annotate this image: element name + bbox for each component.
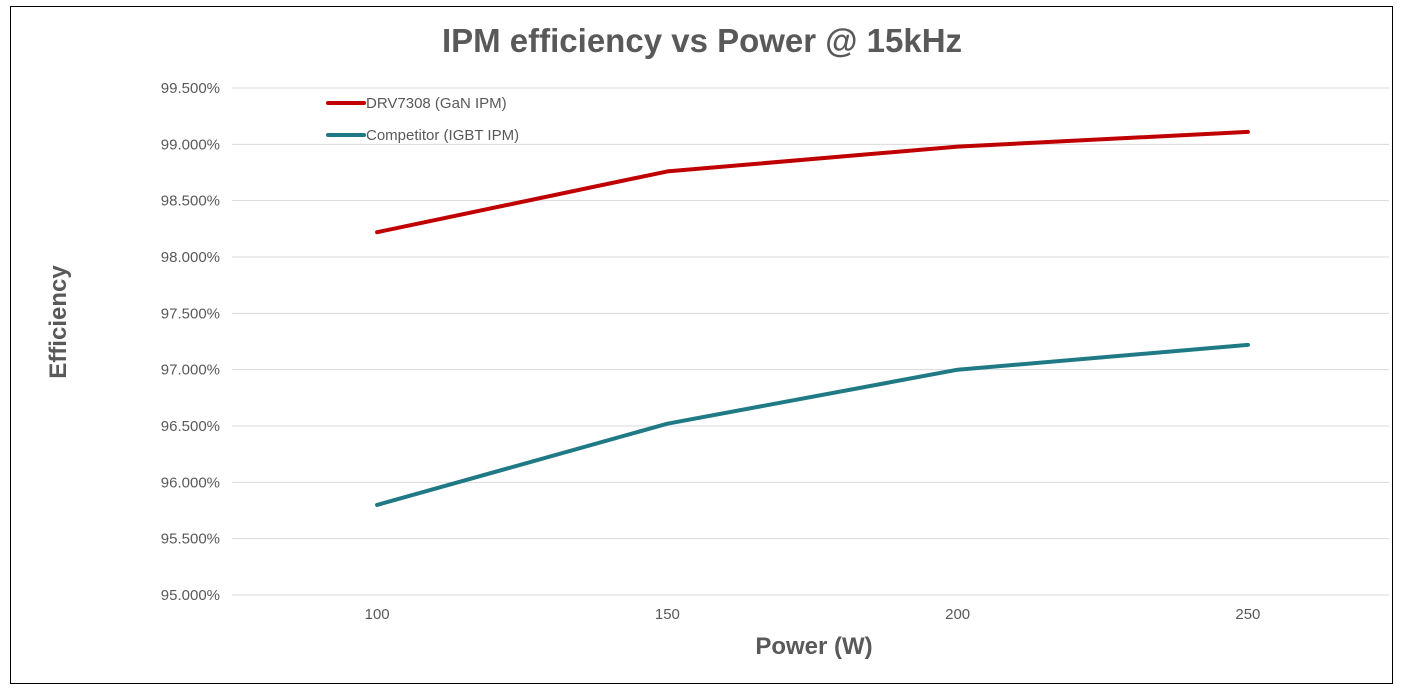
x-axis-ticks: 100 150 200 250: [365, 606, 1261, 623]
legend-item: DRV7308 (GaN IPM): [326, 95, 507, 112]
y-tick-label: 95.500%: [161, 531, 220, 548]
x-tick-label: 200: [945, 606, 970, 623]
series-line-1: [375, 342, 1250, 507]
legend: DRV7308 (GaN IPM) Competitor (IGBT IPM): [326, 95, 519, 144]
legend-label: DRV7308 (GaN IPM): [366, 95, 507, 112]
y-tick-label: 96.000%: [161, 474, 220, 491]
chart-title: IPM efficiency vs Power @ 15kHz: [442, 22, 962, 59]
y-tick-label: 98.000%: [161, 249, 220, 266]
y-tick-label: 96.500%: [161, 418, 220, 435]
x-tick-label: 150: [655, 606, 680, 623]
y-axis-ticks: 95.000% 95.500% 96.000% 96.500% 97.000% 97.50…: [161, 80, 220, 604]
chart-frame: [10, 6, 1393, 684]
x-axis-title: Power (W): [755, 633, 872, 660]
y-tick-label: 95.000%: [161, 587, 220, 604]
y-tick-label: 99.000%: [161, 136, 220, 153]
x-tick-label: 100: [365, 606, 390, 623]
x-tick-label: 250: [1235, 606, 1260, 623]
y-tick-label: 98.500%: [161, 193, 220, 210]
legend-item: Competitor (IGBT IPM): [326, 127, 519, 144]
y-tick-label: 97.500%: [161, 305, 220, 322]
y-tick-label: 97.000%: [161, 362, 220, 379]
series-line-0: [375, 129, 1250, 235]
legend-label: Competitor (IGBT IPM): [366, 127, 519, 144]
series-lines: [375, 129, 1250, 507]
y-axis-title: Efficiency: [45, 265, 72, 379]
y-tick-label: 99.500%: [161, 80, 220, 97]
gridlines: [232, 87, 1389, 596]
